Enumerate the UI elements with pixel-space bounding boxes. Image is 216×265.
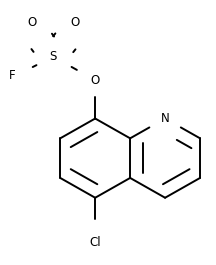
Text: N: N bbox=[161, 112, 170, 125]
Text: Cl: Cl bbox=[89, 236, 101, 249]
Text: O: O bbox=[91, 74, 100, 87]
Text: F: F bbox=[9, 69, 16, 82]
Text: S: S bbox=[49, 50, 57, 63]
Text: O: O bbox=[71, 16, 80, 29]
Text: O: O bbox=[28, 16, 37, 29]
